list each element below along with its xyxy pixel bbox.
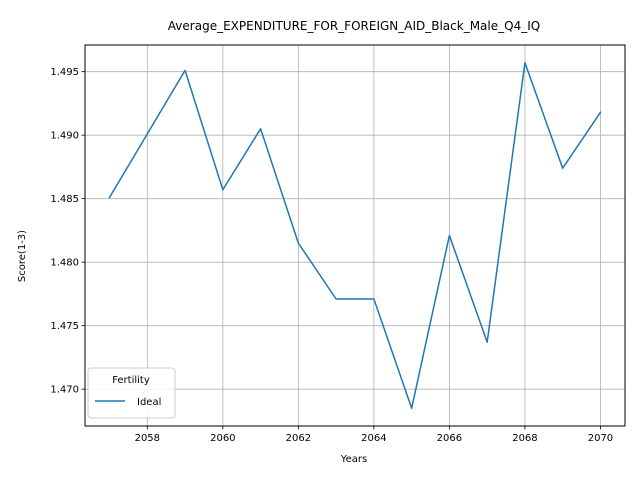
series-lines <box>108 62 602 409</box>
y-axis-label: Score(1-3) <box>17 230 28 282</box>
series-line-ideal <box>108 62 602 409</box>
x-tick-label: 2058 <box>135 433 160 444</box>
y-tick-label: 1.485 <box>50 194 79 205</box>
y-tick-label: 1.470 <box>50 385 79 396</box>
legend-title: Fertility <box>112 375 150 386</box>
x-axis-label: Years <box>340 454 367 465</box>
legend: Fertility Ideal <box>87 367 176 419</box>
x-tick-label: 2060 <box>210 433 235 444</box>
x-tick-label: 2064 <box>361 433 386 444</box>
x-tick-label: 2062 <box>286 433 311 444</box>
plot-frame <box>84 44 626 427</box>
x-tick-label: 2070 <box>588 433 613 444</box>
y-tick-label: 1.480 <box>50 258 79 269</box>
x-tick-label: 2066 <box>437 433 462 444</box>
y-tick-label: 1.490 <box>50 131 79 142</box>
x-axis-ticks: 2058 2060 2062 2064 2066 2068 2070 <box>135 426 613 444</box>
x-tick-label: 2068 <box>512 433 537 444</box>
y-tick-label: 1.495 <box>50 67 79 78</box>
legend-box <box>87 367 176 419</box>
y-axis-ticks: 1.470 1.475 1.480 1.485 1.490 1.495 <box>50 67 85 396</box>
legend-label-ideal: Ideal <box>137 397 161 408</box>
chart-title: Average_EXPENDITURE_FOR_FOREIGN_AID_Blac… <box>168 19 540 33</box>
y-tick-label: 1.475 <box>50 321 79 332</box>
